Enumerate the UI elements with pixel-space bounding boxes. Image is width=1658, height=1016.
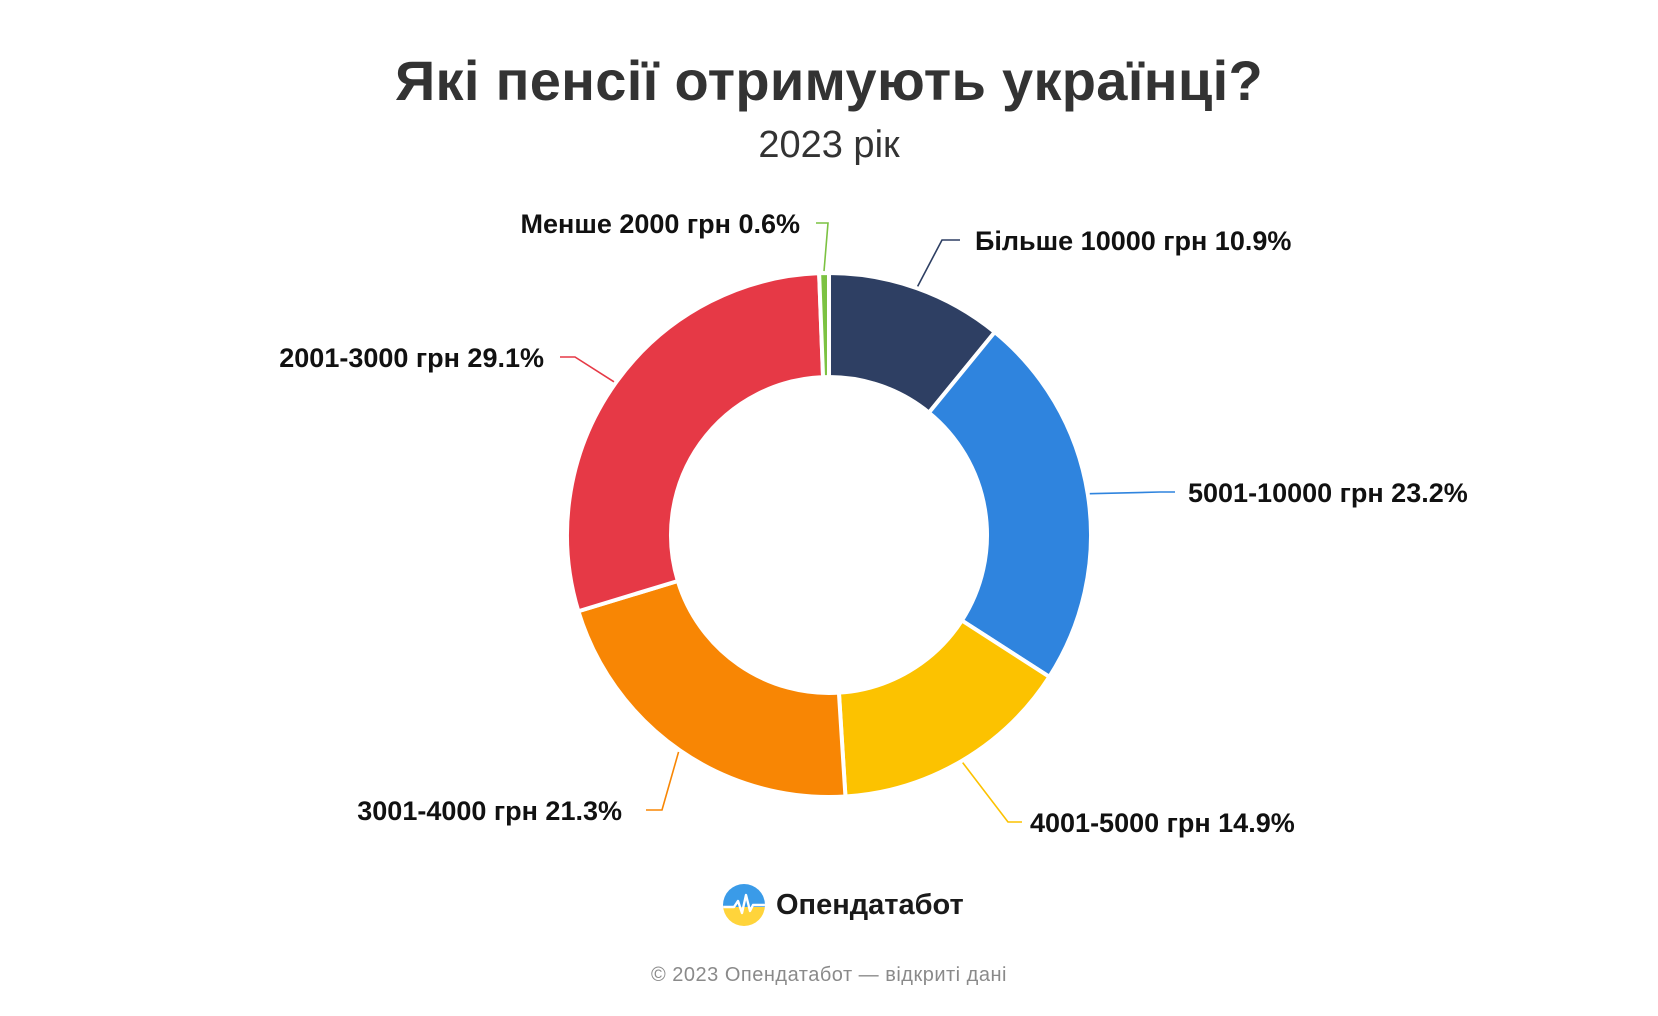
leader-line <box>1089 491 1175 495</box>
slice-label: Більше 10000 грн 10.9% <box>975 226 1291 256</box>
chart-title: Які пенсії отримують українці? <box>394 49 1264 112</box>
leader-line <box>646 751 680 811</box>
brand-name: Опендатабот <box>776 888 964 921</box>
leader-line <box>816 222 829 272</box>
slice-label: 2001-3000 грн 29.1% <box>279 343 544 373</box>
leader-line <box>916 239 960 287</box>
slice-label: 3001-4000 грн 21.3% <box>357 796 622 826</box>
leader-line <box>962 762 1022 823</box>
opendatabot-logo-icon <box>723 884 765 926</box>
donut-slice <box>576 578 848 799</box>
donut-slice <box>565 271 826 614</box>
slice-label: Менше 2000 грн 0.6% <box>521 209 801 239</box>
chart-subtitle: 2023 рік <box>758 124 900 166</box>
donut-slice <box>926 330 1093 679</box>
footer-copyright: © 2023 Опендатабот — відкриті дані <box>651 964 1007 986</box>
leader-line <box>560 356 615 383</box>
slice-label: 5001-10000 грн 23.2% <box>1188 478 1468 508</box>
slice-label: 4001-5000 грн 14.9% <box>1030 808 1295 838</box>
brand-logo: Опендатабот <box>722 882 964 928</box>
donut-slice <box>817 271 831 380</box>
